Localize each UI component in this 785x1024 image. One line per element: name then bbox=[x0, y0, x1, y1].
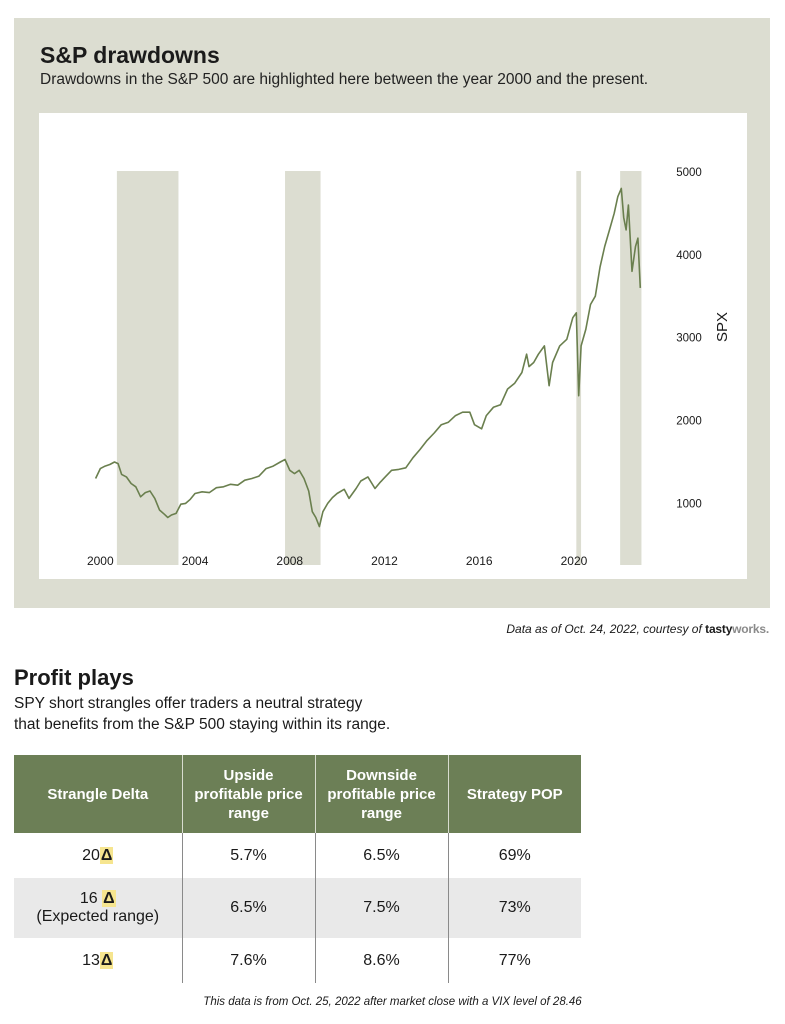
delta-cell: 13Δ bbox=[14, 938, 183, 983]
chart-plot-area: 2000 2004 2008 2012 2016 2020 1000 2000 3000 4000… bbox=[39, 113, 747, 579]
delta-value: 20 bbox=[82, 846, 100, 864]
drawdown-band bbox=[116, 171, 179, 565]
table-row: 13Δ 7.6% 8.6% 77% bbox=[14, 938, 581, 983]
downside-cell: 8.6% bbox=[315, 938, 449, 983]
delta-cell: 16 Δ (Expected range) bbox=[14, 878, 183, 938]
delta-value: 16 bbox=[79, 890, 98, 907]
upside-cell: 6.5% bbox=[182, 878, 316, 938]
delta-value: 13 bbox=[82, 951, 100, 969]
profit-plays-title: Profit plays bbox=[14, 665, 134, 690]
drawdown-band bbox=[285, 171, 321, 565]
chart-panel: S&P drawdowns Drawdowns in the S&P 500 a… bbox=[14, 18, 770, 608]
x-tick-label: 2012 bbox=[371, 554, 398, 568]
downside-cell: 6.5% bbox=[315, 833, 449, 878]
header-strangle-delta: Strangle Delta bbox=[14, 755, 183, 833]
y-tick-label: 1000 bbox=[676, 498, 702, 510]
delta-symbol: Δ bbox=[99, 846, 114, 864]
table-row: 20Δ 5.7% 6.5% 69% bbox=[14, 833, 581, 878]
y-tick-label: 2000 bbox=[676, 416, 702, 428]
x-tick-label: 2016 bbox=[466, 554, 493, 568]
y-tick-label: 3000 bbox=[676, 333, 702, 345]
table-footnote: This data is from Oct. 25, 2022 after ma… bbox=[203, 996, 582, 1008]
profit-plays-subtitle: SPY short strangles offer traders a neut… bbox=[14, 693, 534, 735]
x-tick-label: 2000 bbox=[87, 554, 114, 568]
spx-line-chart: 2000 2004 2008 2012 2016 2020 1000 2000 3000 4000… bbox=[87, 167, 731, 568]
pop-cell: 69% bbox=[498, 846, 531, 864]
y-tick-label: 4000 bbox=[676, 250, 702, 262]
header-downside-range: Downside profitable price range bbox=[315, 755, 449, 833]
downside-cell: 7.5% bbox=[315, 878, 449, 938]
credit-text: Data as of Oct. 24, 2022, courtesy of bbox=[506, 622, 702, 636]
y-tick-label: 5000 bbox=[676, 167, 702, 179]
table-header-row: Strangle Delta Upside profitable price r… bbox=[14, 755, 581, 833]
delta-line: 16 Δ bbox=[18, 890, 178, 908]
tastyworks-logo: tastyworks. bbox=[705, 622, 769, 636]
x-tick-label: 2008 bbox=[276, 554, 303, 568]
upside-cell: 7.6% bbox=[182, 938, 316, 983]
profit-plays-subtitle-line-2: that benefits from the S&P 500 staying w… bbox=[14, 716, 391, 733]
x-tick-label: 2020 bbox=[561, 554, 588, 568]
profit-plays-subtitle-line-1: SPY short strangles offer traders a neut… bbox=[14, 695, 363, 712]
x-tick-label: 2004 bbox=[182, 554, 209, 568]
spx-series-line bbox=[94, 187, 642, 528]
drawdown-band bbox=[620, 171, 642, 565]
header-upside-range: Upside profitable price range bbox=[182, 755, 316, 833]
delta-note: (Expected range) bbox=[36, 908, 160, 925]
chart-title: S&P drawdowns bbox=[40, 42, 220, 68]
header-strategy-pop: Strategy POP bbox=[448, 755, 581, 833]
table-row: 16 Δ (Expected range) 6.5% 7.5% 73% bbox=[14, 878, 581, 938]
brand-part-1: tasty bbox=[705, 622, 733, 636]
delta-symbol: Δ bbox=[99, 951, 114, 969]
strangle-table: Strangle Delta Upside profitable price r… bbox=[14, 755, 581, 983]
brand-part-2: works. bbox=[732, 622, 769, 636]
delta-symbol: Δ bbox=[102, 890, 116, 907]
data-credit: Data as of Oct. 24, 2022, courtesy of ta… bbox=[506, 622, 769, 636]
pop-cell: 73% bbox=[448, 878, 581, 938]
chart-subtitle: Drawdowns in the S&P 500 are highlighted… bbox=[40, 71, 649, 88]
pop-cell: 77% bbox=[498, 951, 531, 969]
upside-cell: 5.7% bbox=[182, 833, 316, 878]
y-axis-label: SPX bbox=[714, 312, 731, 342]
delta-cell: 20Δ bbox=[14, 833, 183, 878]
